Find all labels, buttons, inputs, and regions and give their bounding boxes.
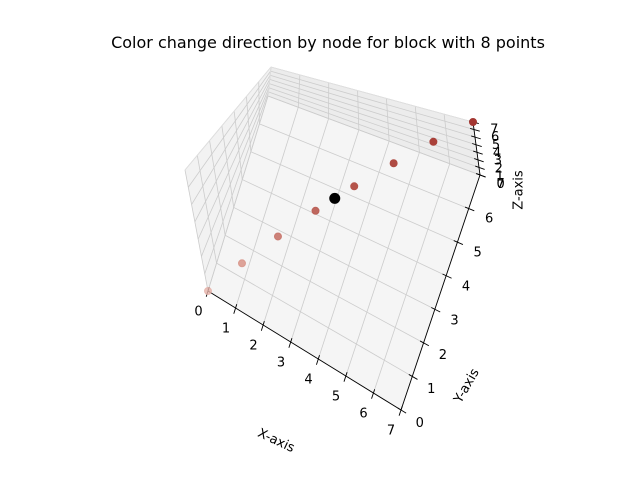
data-point <box>312 207 319 214</box>
y-tick-label: 6 <box>485 211 493 226</box>
z-tick-label: 7 <box>490 122 498 137</box>
y-tick-label: 2 <box>439 348 447 363</box>
x-axis-label: X-axis <box>255 426 297 456</box>
x-tick-label: 2 <box>249 338 257 353</box>
data-point <box>351 183 358 190</box>
x-tick-label: 5 <box>332 389 340 404</box>
y-tick-label: 3 <box>450 314 458 329</box>
y-tick-label: 4 <box>462 280 470 295</box>
chart-title: Color change direction by node for block… <box>0 33 640 52</box>
y-tick-label: 5 <box>473 245 481 260</box>
highlight-point <box>329 193 340 204</box>
x-tick-label: 0 <box>194 305 202 320</box>
z-axis-label: Z-axis <box>512 170 527 210</box>
y-axis-label: Y-axis <box>451 366 483 407</box>
x-tick-label: 6 <box>359 406 367 421</box>
data-point <box>205 288 212 295</box>
x-tick-label: 3 <box>277 355 285 370</box>
data-point <box>470 119 477 126</box>
data-point <box>238 260 245 267</box>
y-tick-label: 0 <box>416 416 424 431</box>
y-tick-label: 1 <box>427 382 435 397</box>
x-tick-label: 4 <box>304 372 312 387</box>
data-point <box>430 138 437 145</box>
data-point <box>390 160 397 167</box>
x-tick-label: 7 <box>387 423 395 438</box>
x-tick-label: 1 <box>222 321 230 336</box>
data-point <box>274 233 281 240</box>
